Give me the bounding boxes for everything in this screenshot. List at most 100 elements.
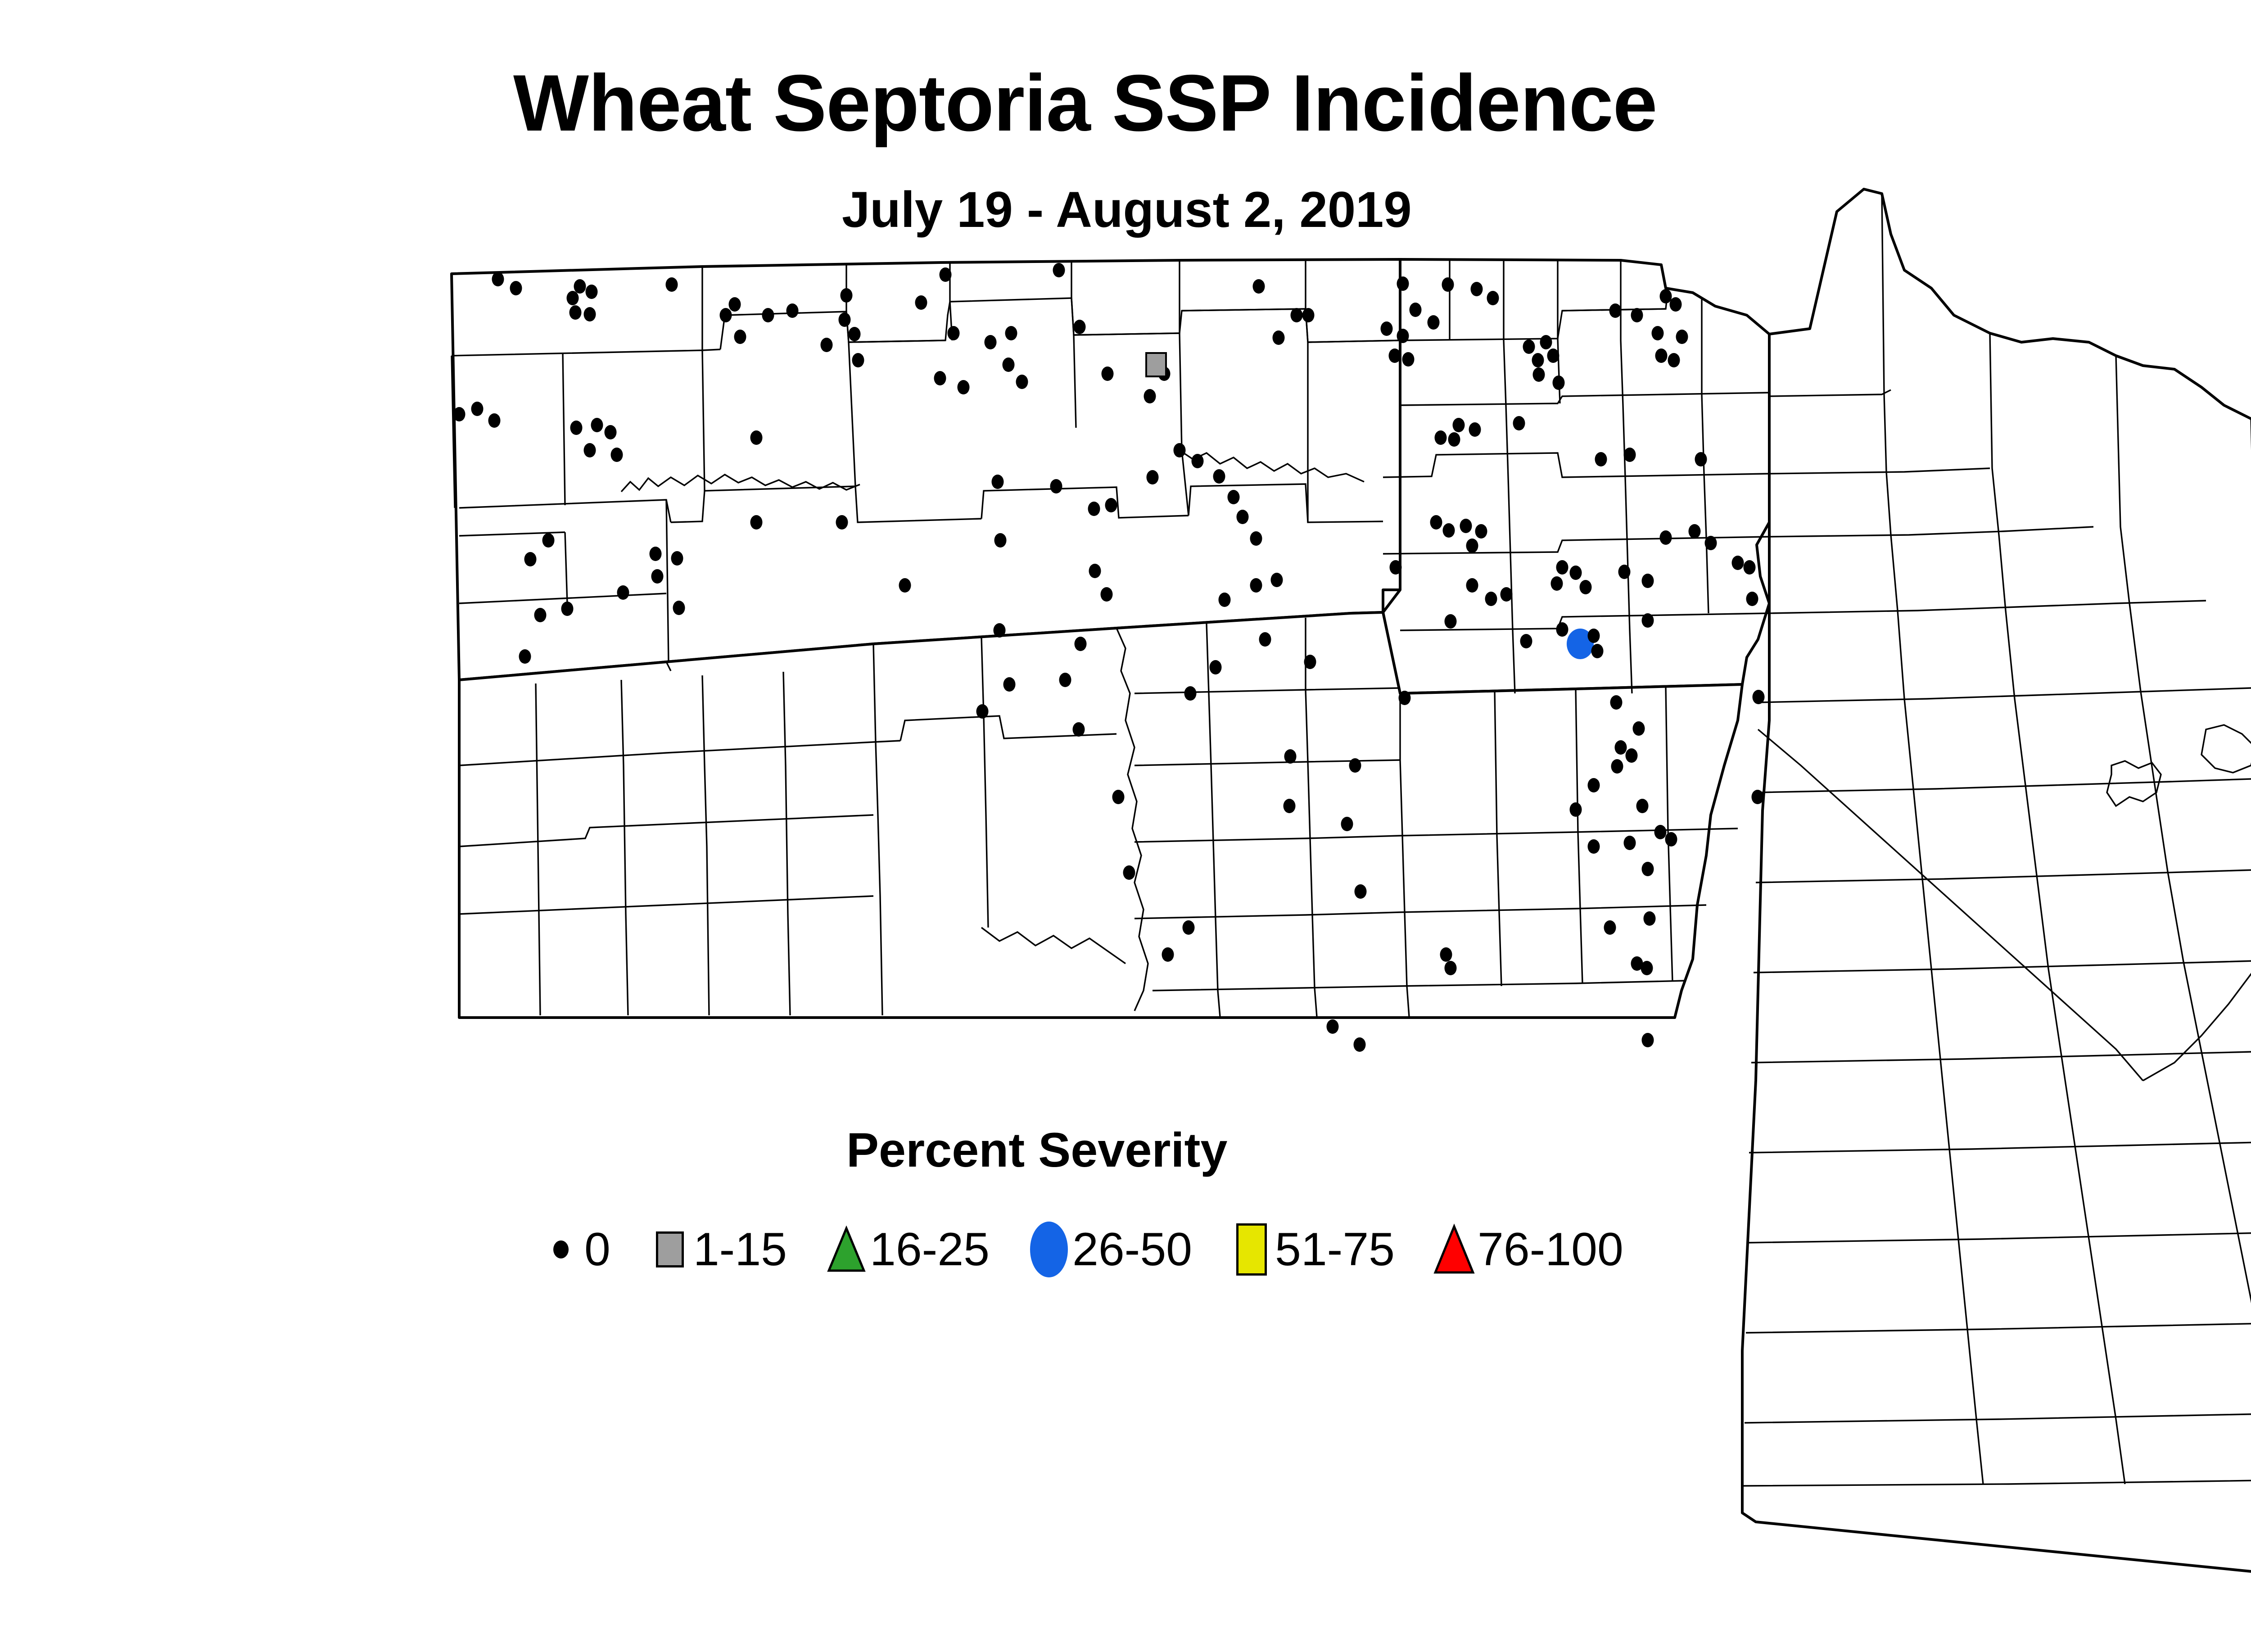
- data-point-0: [1162, 947, 1174, 962]
- data-point-0: [673, 601, 685, 615]
- data-point-0: [750, 430, 763, 445]
- legend-label-76-100: 76-100: [1478, 1223, 1623, 1276]
- green-triangle-icon: [826, 1218, 867, 1281]
- data-point-0: [1284, 749, 1297, 764]
- data-point-0: [1430, 515, 1442, 530]
- data-point-0: [1283, 799, 1296, 813]
- data-point-0: [1089, 564, 1101, 578]
- data-point-0: [1654, 825, 1667, 839]
- data-point-0: [1184, 686, 1197, 701]
- data-point-0: [651, 569, 664, 584]
- data-point-0: [591, 418, 603, 432]
- data-point-0: [993, 623, 1006, 638]
- data-point-0: [1349, 758, 1361, 773]
- legend-item-76-100[interactable]: 76-100: [1433, 1218, 1623, 1281]
- data-point-0: [1173, 443, 1186, 457]
- data-point-0: [1587, 839, 1600, 854]
- legend-item-16-25[interactable]: 16-25: [826, 1218, 990, 1281]
- data-point-0: [1252, 279, 1265, 294]
- data-point-0: [1500, 587, 1513, 602]
- legend-label-51-75: 51-75: [1275, 1223, 1395, 1276]
- montana-outline: [450, 258, 1401, 681]
- data-point-0: [1669, 297, 1682, 312]
- data-point-0: [915, 295, 927, 310]
- data-point-0: [1547, 349, 1559, 363]
- data-point-0: [1227, 490, 1240, 504]
- data-point-0: [471, 402, 484, 416]
- legend-items: 0 1-15 16-25 26-50: [540, 1213, 1662, 1285]
- data-point-0: [1452, 418, 1465, 432]
- data-point-0: [1632, 721, 1645, 736]
- data-point-0: [1688, 524, 1701, 539]
- page-title: Wheat Septoria SSP Incidence: [513, 58, 1658, 148]
- gray-square-icon: [649, 1218, 691, 1281]
- legend: Percent Severity 0 1-15 16-25: [495, 1117, 1666, 1306]
- data-point-0: [1050, 479, 1062, 493]
- data-point-0: [1434, 430, 1447, 445]
- data-point-0: [453, 407, 466, 421]
- data-point-0: [1569, 566, 1582, 580]
- data-point-0: [1444, 614, 1457, 629]
- data-point-0: [1610, 695, 1623, 710]
- data-point-0: [534, 608, 547, 622]
- data-point-0: [947, 326, 960, 340]
- data-point-0: [1304, 655, 1316, 669]
- data-point-0: [1631, 956, 1643, 971]
- data-point-0: [488, 413, 501, 428]
- data-point-0: [1442, 277, 1454, 292]
- data-point-0: [1002, 358, 1015, 372]
- data-point-0: [719, 308, 732, 322]
- data-point-0: [1731, 556, 1744, 570]
- data-point-0: [566, 291, 579, 305]
- data-point-0: [1631, 308, 1643, 322]
- data-point-0: [1250, 531, 1262, 546]
- data-point-0: [1073, 320, 1086, 334]
- data-point-0: [1569, 802, 1582, 817]
- data-point-0: [1556, 622, 1568, 637]
- data-point-0: [1550, 576, 1563, 591]
- data-point-0: [1752, 690, 1765, 704]
- data-point-0: [1101, 367, 1114, 381]
- data-point-0: [1380, 321, 1393, 336]
- data-point-0: [1520, 634, 1532, 648]
- data-point-0: [1016, 375, 1028, 389]
- data-point-0: [1540, 335, 1552, 349]
- black-circle-icon: [540, 1218, 582, 1281]
- data-point-0: [1397, 276, 1409, 291]
- data-point-0: [1448, 432, 1460, 447]
- data-point-0: [838, 312, 851, 327]
- legend-item-1-15[interactable]: 1-15: [649, 1218, 787, 1281]
- data-point-0: [1326, 1019, 1339, 1034]
- data-point-0: [1591, 644, 1604, 658]
- data-point-0: [1556, 560, 1568, 575]
- data-point-0: [984, 335, 997, 349]
- legend-item-0[interactable]: 0: [540, 1218, 610, 1281]
- data-point-0: [1074, 637, 1087, 651]
- data-point-0: [1623, 836, 1636, 850]
- data-point-0: [728, 297, 741, 312]
- data-point-0: [665, 277, 678, 292]
- data-point-0: [786, 303, 799, 318]
- data-point-0: [1587, 629, 1600, 643]
- data-point-0: [583, 307, 596, 321]
- data-point-0: [1623, 448, 1636, 462]
- data-point-0: [1704, 536, 1717, 550]
- data-point-0: [1213, 469, 1225, 484]
- data-point-0: [1302, 308, 1315, 322]
- data-point-0: [1643, 911, 1656, 926]
- legend-item-26-50[interactable]: 26-50: [1028, 1218, 1192, 1281]
- data-point-0: [1552, 376, 1565, 390]
- data-point-0: [1532, 353, 1544, 367]
- data-point-0: [848, 327, 861, 341]
- data-point-0: [1469, 422, 1481, 437]
- data-point-0: [1209, 660, 1222, 674]
- page-subtitle: July 19 - August 2, 2019: [842, 181, 1412, 238]
- data-point-0: [1636, 799, 1649, 813]
- data-point-0: [852, 353, 864, 367]
- data-point-0: [1402, 352, 1415, 367]
- data-point-0: [617, 585, 629, 600]
- legend-item-51-75[interactable]: 51-75: [1231, 1218, 1395, 1281]
- data-point-0: [1614, 740, 1627, 755]
- data-point-0: [994, 533, 1007, 548]
- data-point-0: [1641, 862, 1654, 876]
